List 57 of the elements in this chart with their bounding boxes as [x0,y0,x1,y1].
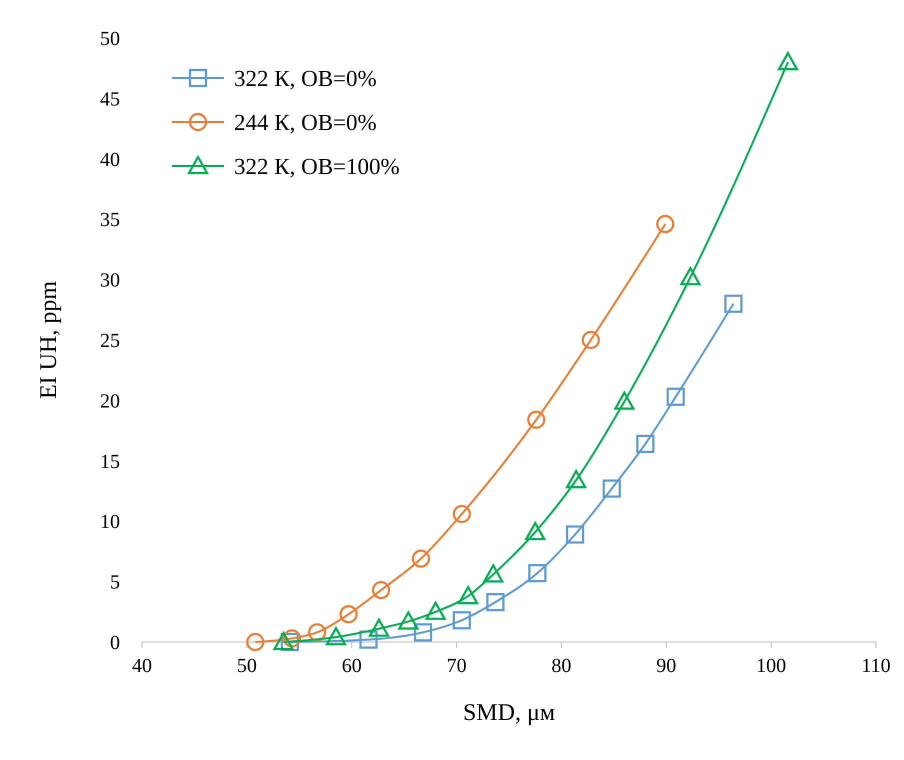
point [680,267,701,286]
point [398,611,418,630]
legend-label: 322 К, OB=0% [234,66,377,91]
point [308,623,326,642]
x-tick-label: 40 [132,655,152,677]
point [602,479,621,498]
point [614,392,634,410]
point [246,632,264,652]
y-tick-label: 30 [100,270,120,292]
y-tick-label: 0 [110,632,120,654]
y-tick-label: 50 [100,28,120,50]
point [525,522,546,540]
point [458,586,478,604]
point [566,470,586,488]
point [486,593,504,612]
x-tick-label: 60 [342,655,362,677]
x-tick-label: 100 [756,655,786,677]
x-tick-label: 110 [861,655,891,677]
point [636,434,654,453]
point [359,630,378,649]
x-tick-label: 70 [446,655,467,677]
point [527,410,546,429]
point [778,52,798,70]
y-tick-label: 15 [100,450,120,473]
point [528,564,546,582]
y-tick-label: 45 [100,88,120,110]
y-tick-label: 40 [100,148,120,171]
point [326,627,346,646]
point [426,602,446,620]
x-tick-label: 80 [551,655,572,677]
legend-label: 322 К, OB=100% [234,154,400,179]
point [414,623,432,642]
y-tick-label: 10 [100,511,120,534]
point [566,525,584,544]
x-axis-title: SMD, μм [462,700,556,726]
point [452,611,471,630]
point [656,214,674,234]
point [452,504,471,524]
point [368,618,390,637]
y-axis-title: EI UH, ppm [36,280,62,399]
point [339,605,358,624]
point [372,580,390,600]
point [412,550,430,568]
x-tick-label: 90 [656,655,676,677]
point [280,632,299,652]
y-tick-label: 25 [100,330,120,352]
point [582,330,600,350]
x-tick-label: 50 [236,655,257,677]
point [282,629,302,648]
point [724,294,742,313]
y-tick-label: 35 [100,209,120,232]
y-tick-label: 20 [100,390,120,412]
point [273,632,294,650]
point [666,388,685,406]
y-tick-label: 5 [110,572,120,594]
point [483,564,504,582]
legend-label: 244 К, OB=0% [234,110,377,135]
